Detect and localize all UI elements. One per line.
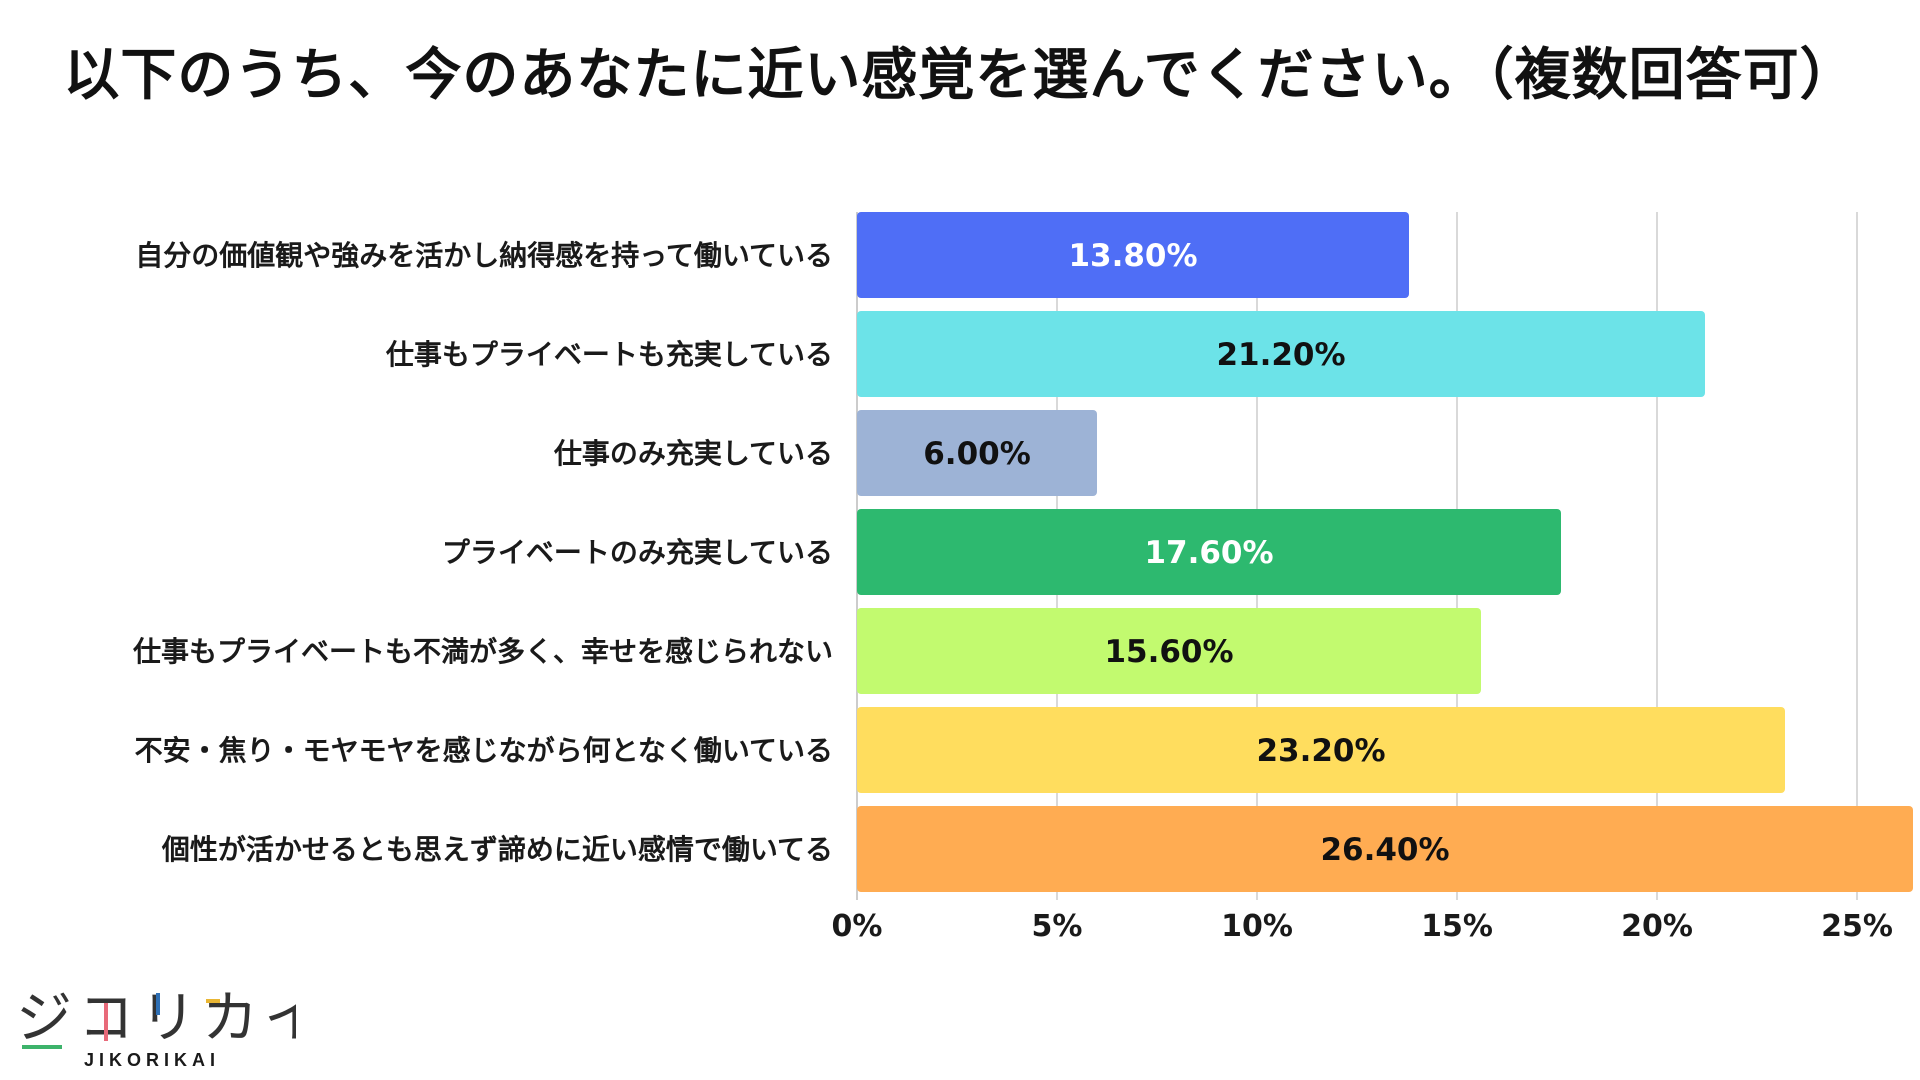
bar [857, 212, 1409, 298]
x-tick-label: 5% [1032, 909, 1083, 944]
bar [857, 410, 1097, 496]
x-tick-label: 25% [1821, 909, 1893, 944]
logo-accent-green [22, 1045, 62, 1049]
data-label: 21.20% [1216, 337, 1345, 373]
logo-subtitle: JIKORIKAI [84, 1050, 221, 1070]
bar [857, 509, 1561, 595]
chart-title: 以下のうち、今のあなたに近い感覚を選んでください。（複数回答可） [63, 43, 1857, 108]
bar [857, 608, 1481, 694]
data-label: 23.20% [1256, 733, 1385, 769]
category-label: 仕事もプライベートも充実している [385, 338, 833, 371]
category-label: 仕事のみ充実している [553, 437, 833, 470]
data-label: 13.80% [1068, 238, 1197, 274]
x-tick-label: 15% [1421, 909, 1493, 944]
jikorikai-logo: ジコリカイ [16, 986, 296, 1051]
x-tick-label: 10% [1221, 909, 1293, 944]
data-label: 15.60% [1104, 634, 1233, 670]
logo-accent-yellow [206, 999, 220, 1003]
logo-accent-pink [104, 1003, 108, 1041]
logo-accent-blue [156, 993, 160, 1015]
category-label: 個性が活かせるとも思えず諦めに近い感情で働いてる [161, 833, 833, 866]
data-label: 6.00% [923, 436, 1031, 472]
category-label: 不安・焦り・モヤモヤを感じながら何となく働いている [135, 734, 833, 767]
x-tick-label: 0% [832, 909, 883, 944]
bar [857, 311, 1705, 397]
category-label: 自分の価値観や強みを活かし納得感を持って働いている [135, 239, 833, 272]
category-label: プライベートのみ充実している [442, 536, 833, 569]
bar [857, 707, 1785, 793]
data-label: 26.40% [1320, 832, 1449, 868]
bar [857, 806, 1913, 892]
x-tick-label: 20% [1621, 909, 1693, 944]
data-label: 17.60% [1144, 535, 1273, 571]
category-label: 仕事もプライベートも不満が多く、幸せを感じられない [132, 635, 833, 668]
